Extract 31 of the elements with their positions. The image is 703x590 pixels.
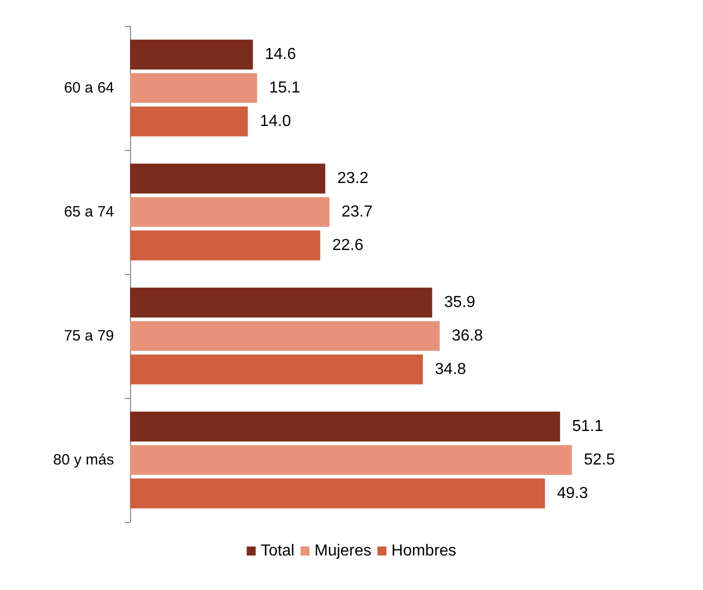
y-tick-label: 80 y más	[53, 452, 114, 468]
data-label: 15.1	[269, 80, 300, 96]
bar	[130, 106, 248, 136]
bar	[130, 197, 330, 227]
data-label: 14.0	[260, 112, 292, 130]
bar	[130, 164, 326, 194]
data-label: 49.3	[556, 484, 588, 502]
bar	[130, 230, 320, 260]
data-label: 36.8	[452, 328, 483, 344]
data-label: 51.1	[572, 418, 604, 436]
y-tick-label: 75 a 79	[64, 328, 114, 344]
data-label: 23.7	[341, 204, 373, 220]
bar	[130, 412, 560, 442]
bar	[130, 40, 253, 70]
bar	[130, 288, 432, 318]
bar	[130, 354, 423, 384]
bar	[130, 478, 545, 508]
data-label: 22.6	[332, 236, 364, 254]
data-label: 14.6	[264, 46, 296, 64]
bar	[130, 73, 258, 103]
data-label: 35.9	[444, 294, 476, 312]
data-label: 34.8	[434, 360, 466, 378]
legend-label: Total	[260, 542, 294, 560]
data-label: 52.5	[584, 452, 616, 468]
data-label: 23.2	[337, 170, 369, 188]
y-tick-label: 60 a 64	[64, 80, 114, 96]
y-tick-label: 65 a 74	[64, 204, 114, 220]
bar	[130, 445, 572, 475]
bar	[130, 321, 440, 351]
legend-label: Mujeres	[314, 542, 372, 560]
legend-label: Hombres	[391, 542, 456, 560]
